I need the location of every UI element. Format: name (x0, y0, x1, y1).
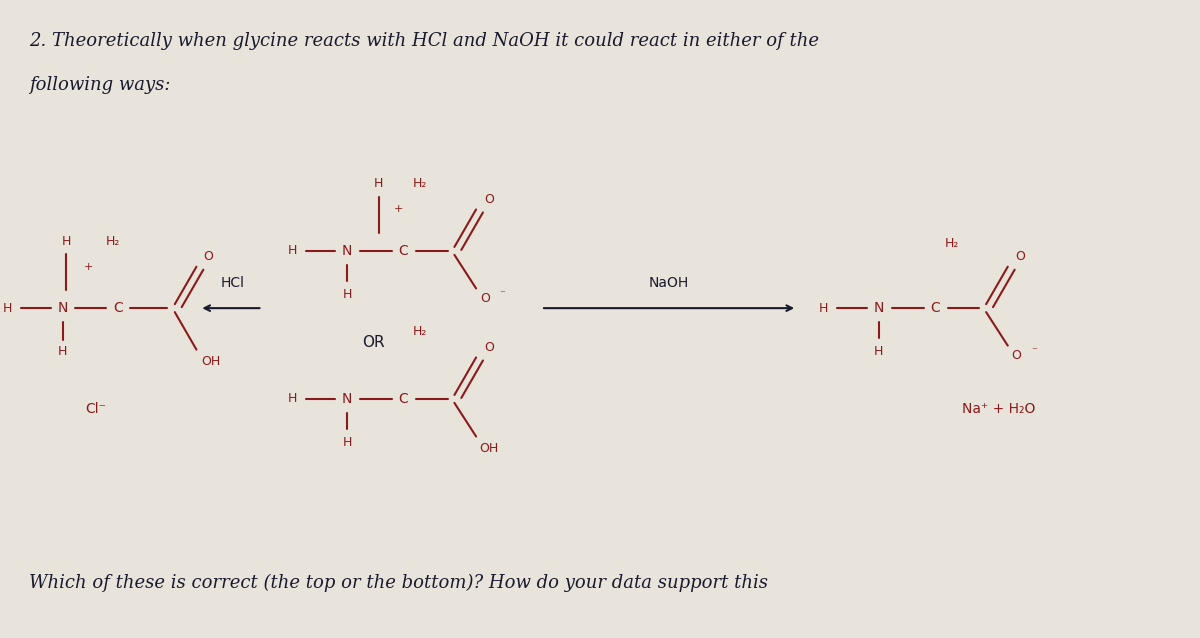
Text: ⁻: ⁻ (499, 289, 505, 299)
Text: Na⁺ + H₂O: Na⁺ + H₂O (962, 402, 1036, 416)
Text: H: H (287, 392, 296, 405)
Text: N: N (874, 301, 884, 315)
Text: H: H (818, 302, 828, 315)
Text: Cl⁻: Cl⁻ (85, 402, 107, 416)
Text: H: H (58, 345, 67, 358)
Text: +: + (84, 262, 92, 272)
Text: H₂: H₂ (413, 325, 427, 338)
Text: C: C (113, 301, 122, 315)
Text: H: H (61, 235, 71, 248)
Text: OH: OH (202, 355, 221, 368)
Text: O: O (1012, 349, 1021, 362)
Text: C: C (398, 392, 408, 406)
Text: H: H (287, 244, 296, 257)
Text: ⁻: ⁻ (1032, 346, 1037, 357)
Text: H: H (2, 302, 12, 315)
Text: Which of these is correct (the top or the bottom)? How do your data support this: Which of these is correct (the top or th… (29, 574, 768, 592)
Text: N: N (58, 301, 67, 315)
Text: OR: OR (362, 335, 385, 350)
Text: H₂: H₂ (413, 177, 427, 190)
Text: HCl: HCl (221, 276, 245, 290)
Text: H: H (342, 288, 352, 301)
Text: OH: OH (479, 441, 498, 455)
Text: O: O (480, 292, 490, 305)
Text: C: C (398, 244, 408, 258)
Text: O: O (484, 341, 494, 354)
Text: N: N (342, 244, 353, 258)
Text: H₂: H₂ (944, 237, 959, 251)
Text: O: O (1015, 250, 1026, 263)
Text: H₂: H₂ (106, 235, 120, 248)
Text: H: H (342, 436, 352, 449)
Text: 2. Theoretically when glycine reacts with HCl and NaOH it could react in either : 2. Theoretically when glycine reacts wit… (29, 32, 820, 50)
Text: C: C (930, 301, 940, 315)
Text: N: N (342, 392, 353, 406)
Text: +: + (394, 204, 403, 214)
Text: O: O (203, 250, 214, 263)
Text: NaOH: NaOH (649, 276, 689, 290)
Text: O: O (484, 193, 494, 206)
Text: H: H (874, 345, 883, 358)
Text: H: H (374, 177, 383, 190)
Text: following ways:: following ways: (29, 76, 170, 94)
